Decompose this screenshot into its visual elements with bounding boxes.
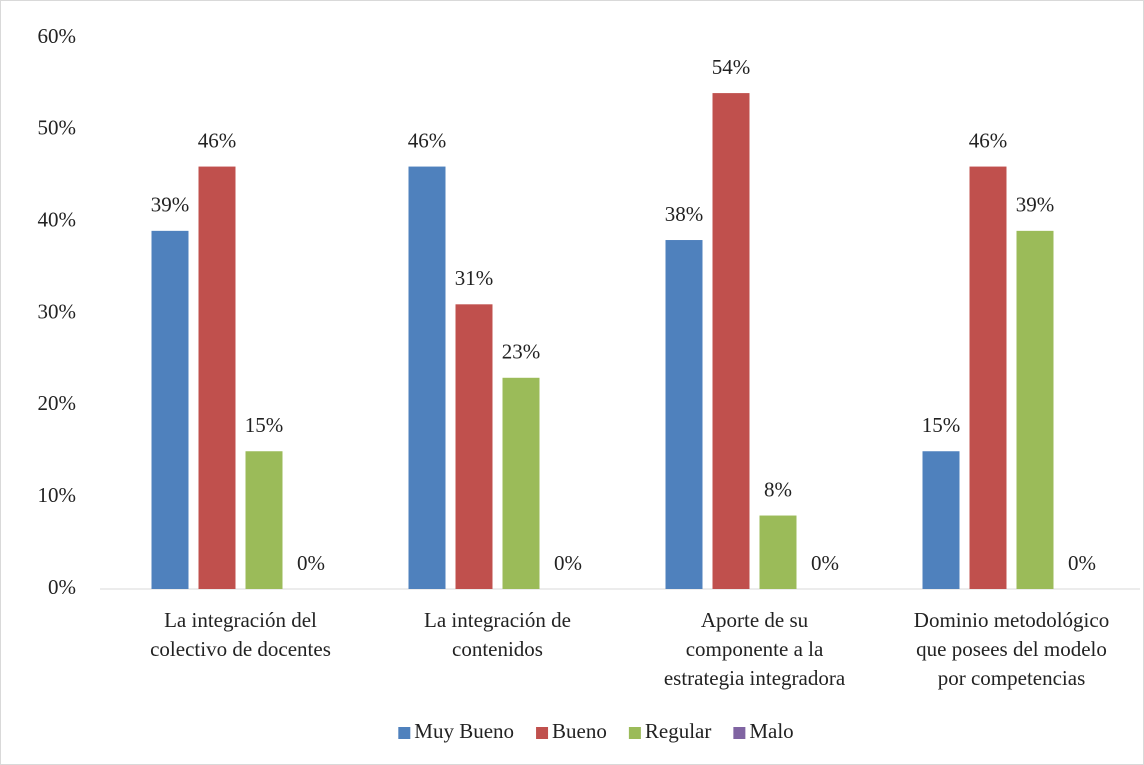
bar [712,93,750,589]
value-label: 0% [297,551,325,575]
y-tick-label: 40% [38,207,77,231]
x-tick-label-line: Dominio metodológico [914,608,1109,632]
x-tick-label-line: Aporte de su [701,608,809,632]
bar [455,304,493,589]
value-label: 0% [1068,551,1096,575]
x-tick-label-line: por competencias [938,666,1086,690]
value-label: 39% [1016,193,1055,217]
x-tick-label-line: colectivo de docentes [150,637,331,661]
legend-swatch [536,727,549,739]
y-tick-label: 20% [38,391,77,415]
x-tick-label: Dominio metodológico que posees del model… [914,608,1109,690]
x-tick-label: Aporte de su componente a la estrategia in… [664,608,846,690]
bar [969,166,1007,590]
x-tick-label: La integración de contenidos [424,608,571,661]
value-label: 46% [969,128,1008,152]
legend-swatch [733,727,746,739]
x-tick-label: La integración del colectivo de docentes [150,608,331,661]
value-label: 39% [151,193,190,217]
bar [1016,230,1054,589]
bar [245,451,283,589]
value-label: 46% [408,128,447,152]
value-label: 23% [502,340,541,364]
y-tick-label: 0% [48,575,76,599]
y-tick-label: 60% [38,24,77,48]
y-tick-label: 30% [38,299,77,323]
legend-label: Bueno [552,719,607,743]
value-label: 38% [665,202,704,226]
value-label: 46% [198,128,237,152]
x-tick-label-line: estrategia integradora [664,666,846,690]
bar [502,377,540,589]
bar [922,451,960,589]
bar [759,515,797,589]
bar [198,166,236,590]
value-label: 15% [922,413,961,437]
value-label: 0% [811,551,839,575]
value-label: 15% [245,413,284,437]
y-tick-label: 10% [38,483,77,507]
value-label: 8% [764,477,792,501]
x-tick-label-line: componente a la [686,637,824,661]
x-tick-label-line: La integración del [164,608,317,632]
legend-label: Malo [749,719,793,743]
legend-label: Muy Bueno [414,719,514,743]
bar [408,166,446,590]
legend-swatch [398,727,411,739]
value-label: 31% [455,266,494,290]
bar [665,240,703,590]
x-tick-label-line: que posees del modelo [916,637,1107,661]
x-tick-label-line: La integración de [424,608,571,632]
legend-swatch [628,727,641,739]
value-label: 0% [554,551,582,575]
legend-label: Regular [645,719,711,743]
value-label: 54% [712,55,751,79]
y-tick-label: 50% [38,116,77,140]
x-tick-label-line: contenidos [452,637,543,661]
bar [151,230,189,589]
